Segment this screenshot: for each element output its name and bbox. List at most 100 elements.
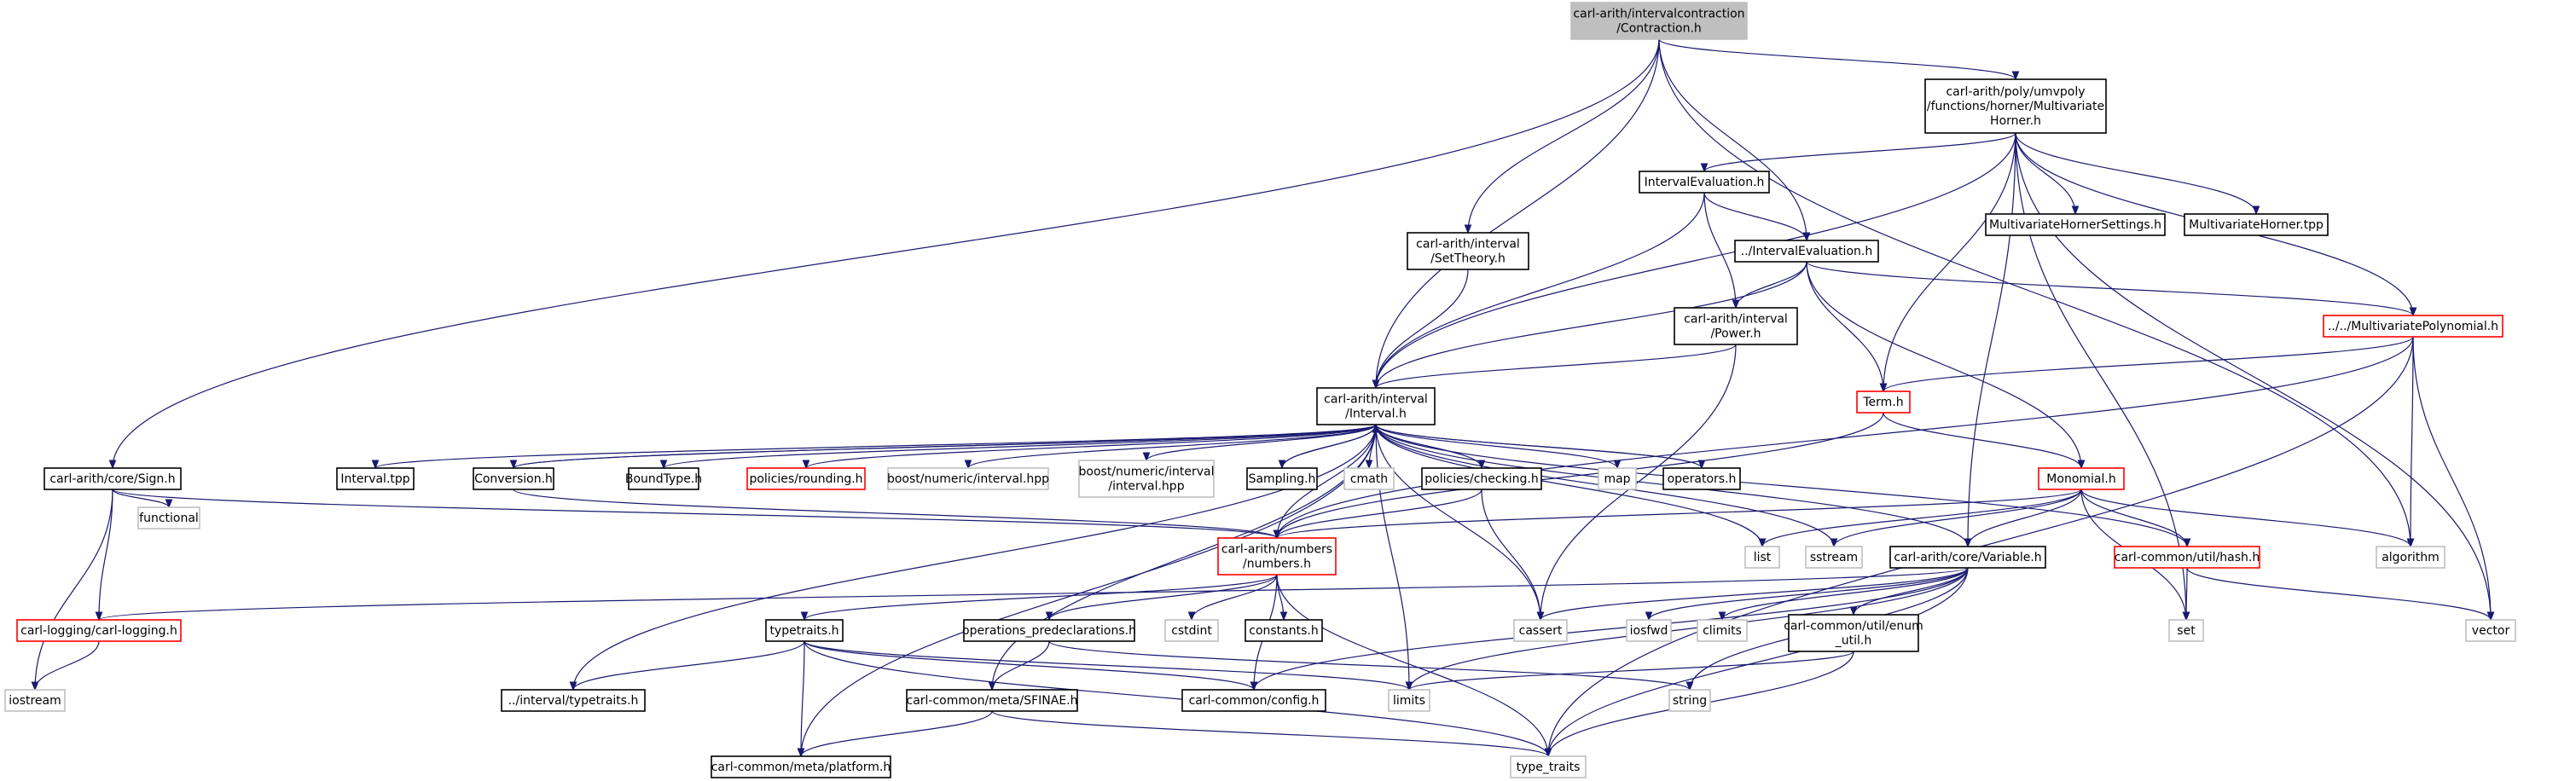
edge-line	[1648, 567, 1969, 621]
node-label: carl-arith/core/Sign.h	[49, 472, 175, 486]
edge-logging-to-iostream	[31, 640, 100, 691]
node-label: limits	[1393, 694, 1425, 708]
file-node-algorithm: algorithm	[2376, 546, 2445, 569]
file-node-cmath: cmath	[1343, 467, 1395, 490]
file-node-opspre[interactable]: operations_predeclarations.h	[962, 619, 1136, 642]
file-node-rounding[interactable]: policies/rounding.h	[746, 467, 866, 490]
node-label: set	[2177, 624, 2196, 638]
node-label: /numbers.h	[1243, 558, 1311, 571]
dependency-edges	[31, 38, 2495, 758]
node-box	[963, 619, 1135, 642]
edge-arrowhead	[2406, 538, 2415, 548]
edge-arrowhead	[964, 460, 972, 470]
file-node-constants[interactable]: constants.h	[1244, 619, 1323, 642]
file-node-sstream: sstream	[1805, 546, 1863, 569]
file-node-enumutil[interactable]: carl-common/util/enum_util.h	[1784, 614, 1923, 652]
file-node-operators[interactable]: operators.h	[1662, 467, 1741, 490]
file-node-intervaltpp[interactable]: Interval.tpp	[336, 467, 415, 490]
edge-line	[1276, 412, 1884, 539]
edge-root-to-settheory	[1464, 38, 1660, 234]
file-node-intervaleval1[interactable]: IntervalEvaluation.h	[1639, 171, 1770, 194]
file-node-typetraits[interactable]: typetraits.h	[765, 619, 844, 642]
edge-arrowhead	[802, 460, 810, 470]
edge-line	[1735, 261, 1807, 309]
node-box	[336, 467, 415, 490]
node-label: /Power.h	[1710, 327, 1761, 341]
node-label: ../../MultivariatePolynomial.h	[2328, 320, 2498, 333]
edge-intervaleval2-to-power	[1732, 261, 1807, 310]
edge-monomial-to-hash	[2080, 489, 2191, 548]
edge-sfinae-to-type_traits	[991, 710, 1552, 758]
node-box	[473, 467, 554, 490]
edge-mvpoly-to-algorithm	[2406, 336, 2415, 548]
node-label: sstream	[1810, 551, 1858, 564]
edge-sign-to-functional	[112, 489, 173, 509]
node-label: list	[1754, 551, 1772, 564]
edge-arrowhead	[659, 460, 668, 470]
file-node-sign[interactable]: carl-arith/core/Sign.h	[44, 467, 182, 490]
file-node-term[interactable]: Term.h	[1856, 390, 1911, 414]
file-node-horner[interactable]: carl-arith/poly/umvpoly/functions/horner…	[1924, 78, 2107, 134]
node-box	[2184, 213, 2329, 236]
edge-arrowhead	[1645, 611, 1653, 622]
edge-numbers-to-type_traits	[1276, 574, 1552, 758]
file-node-intervaleval2[interactable]: ../IntervalEvaluation.h	[1734, 240, 1879, 263]
node-label: iosfwd	[1630, 624, 1668, 638]
edge-arrowhead	[371, 460, 380, 470]
file-node-sfinae[interactable]: carl-common/meta/SFINAE.h	[906, 689, 1078, 712]
edge-arrowhead	[1536, 611, 1545, 622]
edge-line	[1703, 132, 2016, 172]
node-box	[1388, 689, 1430, 712]
file-node-interval[interactable]: carl-arith/interval/Interval.h	[1316, 387, 1436, 425]
file-node-config[interactable]: carl-common/config.h	[1181, 689, 1326, 712]
edge-line	[2080, 489, 2411, 547]
edge-line	[374, 424, 1377, 469]
file-node-numbers[interactable]: carl-arith/numbers/numbers.h	[1217, 537, 1337, 576]
file-node-sampling[interactable]: Sampling.h	[1246, 467, 1318, 490]
edge-line	[1703, 192, 1807, 241]
edge-arrowhead	[509, 460, 518, 470]
file-node-platform[interactable]: carl-common/meta/platform.h	[711, 755, 891, 778]
edge-line	[1806, 261, 2082, 469]
edge-line	[1375, 38, 1660, 389]
node-label: /Interval.h	[1345, 408, 1407, 421]
edge-line	[2015, 132, 2257, 215]
file-node-conversion[interactable]: Conversion.h	[473, 467, 554, 490]
node-label: carl-common/config.h	[1189, 694, 1320, 708]
edge-line	[1375, 424, 1703, 469]
file-node-root[interactable]: carl-arith/intervalcontraction/Contracti…	[1570, 2, 1748, 40]
edge-opspre-to-string	[1048, 640, 1694, 691]
edge-line	[1276, 574, 1549, 757]
node-label: cstdint	[1171, 624, 1212, 638]
edge-sfinae-to-platform	[797, 710, 993, 758]
file-node-settheory[interactable]: carl-arith/interval/SetTheory.h	[1407, 232, 1529, 270]
node-box	[906, 689, 1078, 712]
edge-line	[2015, 132, 2076, 215]
file-node-monomial[interactable]: Monomial.h	[2038, 467, 2125, 490]
node-label: carl-arith/interval	[1416, 238, 1520, 252]
edge-typetraits-to-config	[804, 640, 1258, 691]
edge-monomial-to-variable	[1964, 489, 2082, 548]
file-node-logging[interactable]: carl-logging/carl-logging.h	[16, 619, 182, 642]
node-box	[1788, 614, 1919, 652]
file-node-checking[interactable]: policies/checking.h	[1421, 467, 1542, 490]
file-node-intervaltypetraits[interactable]: ../interval/typetraits.h	[501, 689, 646, 712]
node-label: Term.h	[1862, 396, 1903, 409]
edge-line	[1191, 574, 1278, 621]
node-box	[1662, 467, 1741, 490]
node-label: algorithm	[2382, 551, 2440, 564]
node-label: carl-arith/intervalcontraction	[1573, 8, 1744, 21]
file-node-boundtype[interactable]: BoundType.h	[625, 467, 702, 490]
file-node-cstdint: cstdint	[1164, 619, 1219, 642]
file-node-iostream: iostream	[4, 689, 66, 712]
edge-arrowhead	[2077, 460, 2086, 470]
edge-line	[34, 489, 113, 691]
file-node-power[interactable]: carl-arith/interval/Power.h	[1674, 307, 1798, 345]
file-node-mvhornertpp[interactable]: MultivariateHorner.tpp	[2184, 213, 2329, 236]
node-box	[1217, 537, 1337, 576]
edge-arrowhead	[2011, 71, 2020, 81]
file-node-mvhornersettings[interactable]: MultivariateHornerSettings.h	[1985, 213, 2166, 236]
file-node-mvpoly[interactable]: ../../MultivariatePolynomial.h	[2323, 315, 2503, 338]
file-node-variable[interactable]: carl-arith/core/Variable.h	[1889, 546, 2046, 569]
file-node-hash[interactable]: carl-common/util/hash.h	[2114, 546, 2260, 569]
